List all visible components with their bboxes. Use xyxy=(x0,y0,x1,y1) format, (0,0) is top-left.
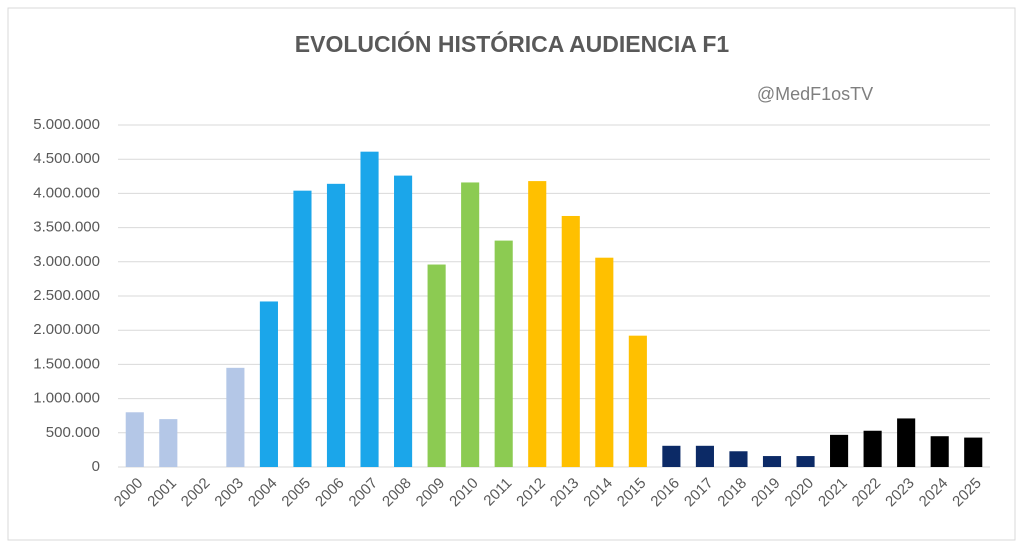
y-tick-label: 4.000.000 xyxy=(33,184,100,201)
y-tick-label: 4.500.000 xyxy=(33,150,100,167)
bar xyxy=(561,215,580,467)
bar xyxy=(394,175,413,467)
bar xyxy=(930,436,949,467)
bar xyxy=(897,418,916,467)
y-tick-label: 2.500.000 xyxy=(33,287,100,304)
bar xyxy=(964,437,983,467)
bar xyxy=(628,335,647,467)
bar xyxy=(125,412,144,467)
bar xyxy=(360,151,379,467)
bar xyxy=(427,264,446,467)
y-tick-label: 0 xyxy=(92,458,100,475)
bar xyxy=(159,419,178,467)
y-tick-label: 1.000.000 xyxy=(33,390,100,407)
bar xyxy=(830,434,849,467)
bar xyxy=(226,367,245,467)
y-tick-label: 5.000.000 xyxy=(33,116,100,133)
bar xyxy=(863,430,882,467)
bar xyxy=(293,190,312,467)
bar xyxy=(528,181,547,467)
y-tick-label: 3.500.000 xyxy=(33,219,100,236)
bar xyxy=(461,182,480,467)
bar xyxy=(326,183,346,467)
y-tick-label: 2.000.000 xyxy=(33,321,100,338)
bar xyxy=(595,257,614,467)
y-tick-label: 3.000.000 xyxy=(33,253,100,270)
bar xyxy=(494,240,513,467)
y-tick-label: 500.000 xyxy=(46,424,100,441)
bar xyxy=(762,456,782,467)
bar xyxy=(796,456,815,467)
annotation: @MedF1osTV xyxy=(757,84,873,104)
y-tick-label: 1.500.000 xyxy=(33,355,100,372)
bar xyxy=(662,445,681,467)
chart-title: EVOLUCIÓN HISTÓRICA AUDIENCIA F1 xyxy=(295,30,730,57)
bar xyxy=(729,451,748,467)
bar xyxy=(695,445,714,467)
bar xyxy=(259,301,278,467)
